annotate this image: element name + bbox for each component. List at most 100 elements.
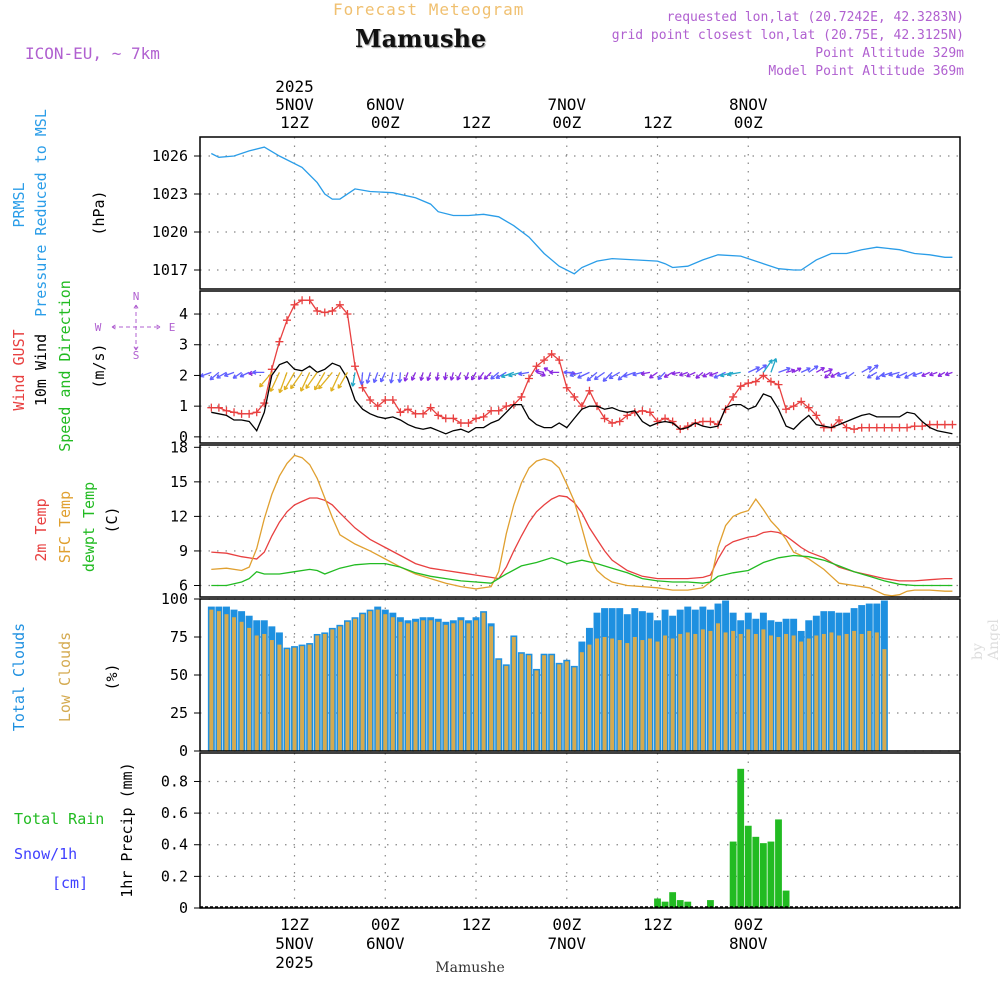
low-cloud-bar (254, 635, 259, 751)
series-10m-wind (211, 360, 953, 435)
gust-marker (850, 425, 859, 434)
gust-marker (797, 397, 806, 406)
temp-2m-label: 2m Temp (32, 498, 50, 561)
compass-s: S (133, 349, 140, 362)
low-cloud-bar (610, 638, 615, 751)
gust-marker (456, 419, 465, 428)
low-cloud-bar (390, 617, 395, 751)
y-tick-label: 6 (179, 576, 188, 594)
low-cloud-bar (224, 614, 229, 751)
low-cloud-bar (821, 633, 826, 751)
wind-dir-label: Speed and Direction (56, 280, 74, 452)
low-cloud-bar (353, 618, 358, 751)
wind-arrow (379, 372, 386, 383)
y-tick-label: 4 (179, 305, 188, 323)
wind-arrow (337, 372, 349, 389)
top-time-label: 7NOV (548, 95, 587, 114)
wind-arrow (569, 371, 583, 378)
wind-arrow (657, 371, 666, 381)
wind-arrow (549, 369, 560, 375)
gust-marker (403, 405, 412, 414)
wind-arrow (844, 371, 855, 380)
gust-marker (736, 382, 745, 391)
low-cloud-bar (360, 614, 365, 751)
gust-marker (207, 403, 216, 412)
compass-e: E (169, 321, 176, 334)
gust-marker (819, 423, 828, 432)
top-time-label: 8NOV (729, 95, 768, 114)
top-time-label: 12Z (462, 113, 491, 132)
low-cloud-bar (587, 644, 592, 751)
wind-arrow (290, 372, 303, 390)
chart-subtitle: Forecast Meteogram (333, 0, 525, 19)
wind-arrow (640, 370, 651, 376)
wind-arrow (410, 372, 417, 381)
wind-arrow (830, 371, 840, 378)
top-time-label: 12Z (643, 113, 672, 132)
wind-arrow (495, 371, 507, 379)
panel-frame (199, 598, 961, 752)
gust-marker (419, 409, 428, 418)
low-cloud-bar (375, 609, 380, 751)
y-tick-label: 15 (170, 473, 188, 491)
gust-marker (479, 412, 488, 421)
wind-arrow (586, 371, 598, 382)
low-cloud-bar (526, 655, 531, 751)
low-cloud-bar (647, 638, 652, 751)
wind-arrow (719, 371, 734, 378)
wind-arrow (563, 369, 575, 375)
gust-marker (630, 408, 639, 417)
panel-pressure: 1017 1020 1023 1026 (152, 136, 961, 290)
wind-arrow (929, 371, 938, 377)
series-2m-temp (211, 495, 953, 582)
grid-point-coords: grid point closest lon,lat (20.75E, 42.3… (611, 28, 964, 43)
rain-bar (684, 901, 692, 908)
gust-marker (252, 408, 261, 417)
gust-marker (608, 419, 617, 428)
low-cloud-bar (232, 617, 237, 751)
panel-precip: 0 0.2 0.4 0.6 0.8 (161, 752, 961, 917)
panel-frame (199, 136, 961, 290)
precip-unit-label: 1hr Precip (mm) (118, 762, 136, 897)
bottom-time-label: 12Z (462, 915, 491, 934)
pressure-label-1: PRMSL (10, 182, 28, 227)
low-cloud-bar (852, 630, 857, 751)
panel-temperature: 6 9 12 15 18 (170, 438, 961, 598)
gust-marker (313, 306, 322, 315)
low-cloud-bar (458, 620, 463, 751)
rain-bar (737, 768, 745, 908)
wind-arrow (223, 371, 235, 378)
y-tick-label: 25 (170, 704, 188, 722)
wind-10m-label: 10m Wind (32, 334, 50, 406)
low-cloud-bar (663, 635, 668, 751)
top-time-label: 12Z (280, 113, 309, 132)
point-altitude: Point Altitude 329m (815, 46, 964, 61)
wind-arrow (608, 371, 621, 380)
gust-marker (857, 423, 866, 432)
low-cloud-bar (519, 653, 524, 751)
wind-arrow (808, 365, 819, 373)
wind-arrow (209, 371, 220, 381)
rain-bar (752, 836, 760, 908)
low-cloud-bar (806, 638, 811, 751)
low-cloud-bar (337, 626, 342, 751)
pressure-label-2: Pressure Reduced to MSL (32, 109, 50, 317)
low-cloud-bar (632, 637, 637, 751)
clouds-unit-label: (%) (103, 663, 121, 690)
gust-marker (335, 300, 344, 309)
bottom-time-label: 8NOV (729, 934, 768, 953)
low-cloud-bar (474, 620, 478, 751)
panel-frame (199, 290, 961, 444)
bottom-time-label: 00Z (552, 915, 581, 934)
low-cloud-bar (489, 626, 494, 751)
rain-bar (707, 900, 714, 908)
y-tick-label: 50 (170, 666, 188, 684)
gust-marker (373, 402, 382, 411)
gust-marker (865, 423, 874, 432)
gust-marker (887, 423, 896, 432)
wind-arrow (258, 371, 273, 388)
gust-marker (585, 386, 594, 395)
gust-marker (638, 406, 647, 415)
y-tick-label: 1020 (152, 223, 188, 241)
gust-marker (729, 392, 738, 401)
